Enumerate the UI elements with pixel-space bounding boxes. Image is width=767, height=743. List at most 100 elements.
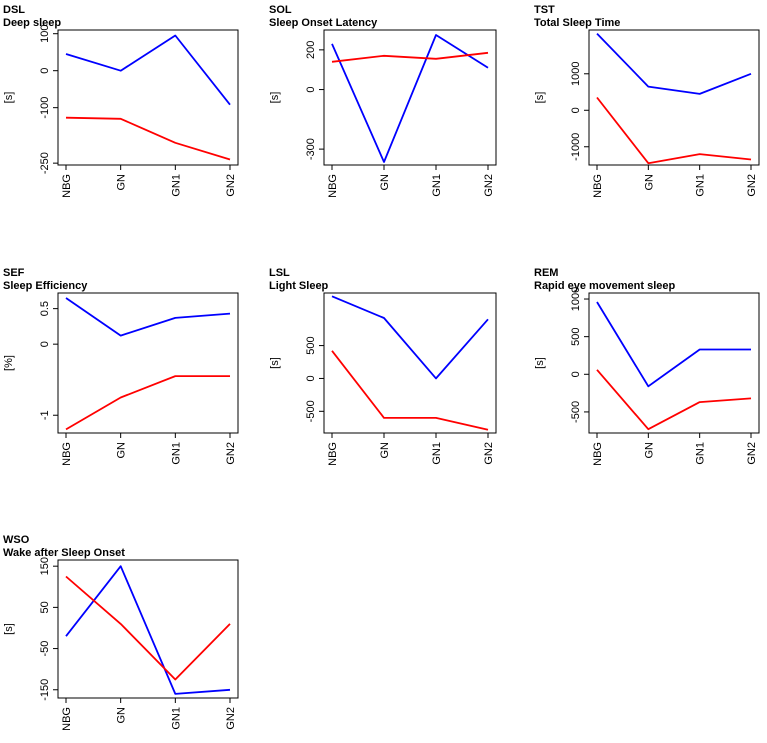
- lsl-series-red-line: [331, 350, 489, 431]
- wso-series-blue-line: [65, 565, 231, 695]
- rem-title: REM: [534, 267, 558, 279]
- rem-y-tick-label: 0: [570, 371, 582, 377]
- dsl-subtitle: Deep sleep: [3, 17, 61, 29]
- wso-x-tick-label: GN2: [225, 707, 237, 730]
- sol-plot-frame: [323, 29, 497, 166]
- lsl-x-tick-label: GN2: [483, 442, 495, 465]
- dsl-x-tick-label: GN: [116, 174, 128, 191]
- rem-plot-frame: [588, 292, 760, 434]
- dsl-y-tick-label: 0: [39, 68, 51, 74]
- wso-series-red-line: [65, 575, 231, 681]
- tst-x-tick-label: GN: [643, 174, 655, 191]
- tst-y-tick-label: 0: [570, 107, 582, 113]
- lsl-series-blue-line: [331, 295, 489, 380]
- sol-x-tick-label: NBG: [327, 174, 339, 198]
- sol-series-blue-line: [331, 34, 489, 163]
- sol-x-tick-label: GN1: [431, 174, 443, 197]
- sef-y-axis-label: [%]: [3, 355, 15, 371]
- sef-y-tick-label: -1: [39, 410, 51, 420]
- tst-y-axis-label: [s]: [534, 92, 546, 104]
- sef-plot-frame: [57, 292, 239, 434]
- wso-y-tick-label: 150: [39, 557, 51, 575]
- wso-x-tick-label: NBG: [61, 707, 73, 731]
- rem-x-tick-label: GN1: [695, 442, 707, 465]
- tst-subtitle: Total Sleep Time: [534, 17, 620, 29]
- sef-series-blue-line: [65, 297, 231, 337]
- dsl-y-axis-label: [s]: [3, 92, 15, 104]
- lsl-y-axis-label: [s]: [269, 357, 281, 369]
- sef-y-tick-label: 0: [39, 341, 51, 347]
- dsl-x-tick-label: NBG: [61, 174, 73, 198]
- lsl-x-tick-label: NBG: [327, 442, 339, 466]
- rem-subtitle: Rapid eye movement sleep: [534, 280, 676, 292]
- wso-subtitle: Wake after Sleep Onset: [3, 547, 125, 559]
- rem-x-tick-label: NBG: [592, 442, 604, 466]
- sef-subtitle: Sleep Efficiency: [3, 280, 88, 292]
- dsl-series-blue-line: [65, 34, 231, 106]
- rem-series-red-line: [596, 369, 752, 431]
- tst-plot-frame: [588, 29, 760, 166]
- sol-x-tick-label: GN: [379, 174, 391, 191]
- lsl-x-tick-label: GN: [379, 442, 391, 459]
- tst-x-tick-label: GN1: [695, 174, 707, 197]
- rem-x-tick-label: GN: [643, 442, 655, 459]
- tst-y-tick-label: -1000: [570, 133, 582, 161]
- dsl-y-tick-label: 100: [39, 25, 51, 43]
- sol-y-tick-label: 200: [305, 41, 317, 59]
- sef-x-tick-label: GN1: [170, 442, 182, 465]
- wso-title: WSO: [3, 534, 30, 546]
- dsl-plot-frame: [57, 29, 239, 166]
- rem-y-tick-label: 1000: [570, 287, 582, 311]
- wso-y-axis-label: [s]: [3, 623, 15, 635]
- sef-y-tick-label: 0.5: [39, 301, 51, 316]
- rem-x-tick-label: GN2: [746, 442, 758, 465]
- sol-y-tick-label: 0: [305, 86, 317, 92]
- tst-series-red-line: [596, 96, 752, 165]
- wso-y-tick-label: 50: [39, 601, 51, 613]
- sol-title: SOL: [269, 4, 292, 16]
- lsl-subtitle: Light Sleep: [269, 280, 329, 292]
- tst-series-blue-line: [596, 32, 752, 95]
- wso-plot-frame: [57, 559, 239, 699]
- dsl-title: DSL: [3, 4, 25, 16]
- rem-y-tick-label: -500: [570, 401, 582, 423]
- sol-series-red-line: [331, 51, 489, 63]
- rem-y-axis-label: [s]: [534, 357, 546, 369]
- wso-x-tick-label: GN1: [170, 707, 182, 730]
- tst-x-tick-label: GN2: [746, 174, 758, 197]
- wso-y-tick-label: -150: [39, 679, 51, 701]
- rem-y-tick-label: 500: [570, 327, 582, 345]
- sef-x-tick-label: NBG: [61, 442, 73, 466]
- lsl-y-tick-label: 500: [305, 336, 317, 354]
- wso-y-tick-label: -50: [39, 641, 51, 657]
- sef-x-tick-label: GN2: [225, 442, 237, 465]
- wso-x-tick-label: GN: [116, 707, 128, 724]
- dsl-x-tick-label: GN2: [225, 174, 237, 197]
- lsl-y-tick-label: 0: [305, 375, 317, 381]
- lsl-y-tick-label: -500: [305, 400, 317, 422]
- sef-title: SEF: [3, 267, 25, 279]
- tst-title: TST: [534, 4, 555, 16]
- sol-subtitle: Sleep Onset Latency: [269, 17, 378, 29]
- sef-x-tick-label: GN: [116, 442, 128, 459]
- sef-series-red-line: [65, 375, 230, 431]
- lsl-plot-frame: [323, 292, 497, 434]
- lsl-x-tick-label: GN1: [431, 442, 443, 465]
- lsl-title: LSL: [269, 267, 290, 279]
- dsl-y-tick-label: -100: [39, 97, 51, 119]
- sol-y-tick-label: -300: [305, 138, 317, 160]
- dsl-x-tick-label: GN1: [170, 174, 182, 197]
- sol-x-tick-label: GN2: [483, 174, 495, 197]
- dsl-series-red-line: [65, 116, 231, 161]
- rem-series-blue-line: [596, 301, 751, 388]
- tst-y-tick-label: 1000: [570, 62, 582, 86]
- dsl-y-tick-label: -250: [39, 152, 51, 174]
